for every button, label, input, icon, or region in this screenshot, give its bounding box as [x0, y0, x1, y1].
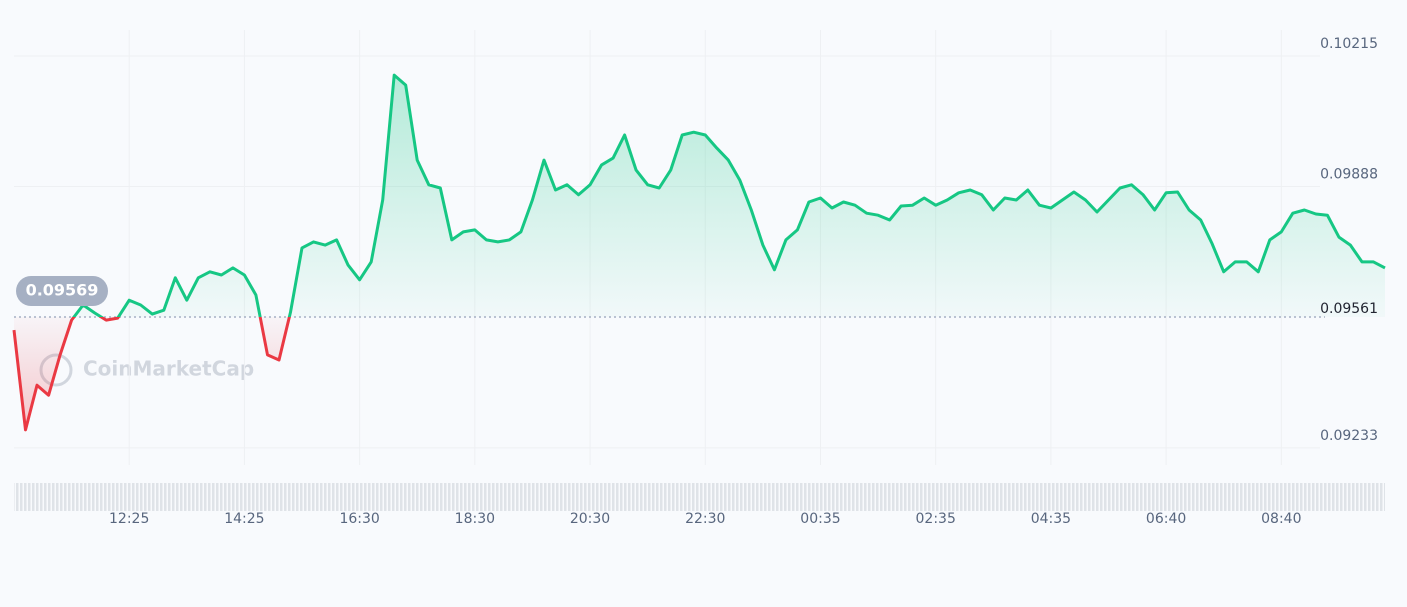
y-tick-label: 0.09888 — [1320, 166, 1378, 182]
price-line — [12, 73, 1386, 432]
x-tick-label: 20:30 — [570, 511, 610, 527]
x-tick-label: 22:30 — [685, 511, 725, 527]
y-tick-label: 0.09233 — [1320, 428, 1378, 444]
open-badge — [16, 276, 108, 306]
volume-strip — [14, 483, 1385, 511]
area-fill — [14, 75, 1385, 430]
x-tick-label: 06:40 — [1146, 511, 1186, 527]
y-tick-label: 0.10215 — [1320, 36, 1378, 52]
watermark: CoinMarketCap — [39, 353, 254, 387]
x-tick-label: 18:30 — [455, 511, 495, 527]
watermark-text: CoinMarketCap — [83, 357, 254, 381]
x-tick-label: 04:35 — [1031, 511, 1071, 527]
x-tick-label: 00:35 — [800, 511, 840, 527]
x-tick-label: 02:35 — [916, 511, 956, 527]
x-tick-label: 08:40 — [1261, 511, 1301, 527]
x-tick-label: 16:30 — [339, 511, 379, 527]
x-tick-label: 14:25 — [224, 511, 264, 527]
reference-label: 0.09561 — [1320, 301, 1378, 317]
open-label: 0.09569 — [26, 281, 99, 300]
x-tick-label: 12:25 — [109, 511, 149, 527]
